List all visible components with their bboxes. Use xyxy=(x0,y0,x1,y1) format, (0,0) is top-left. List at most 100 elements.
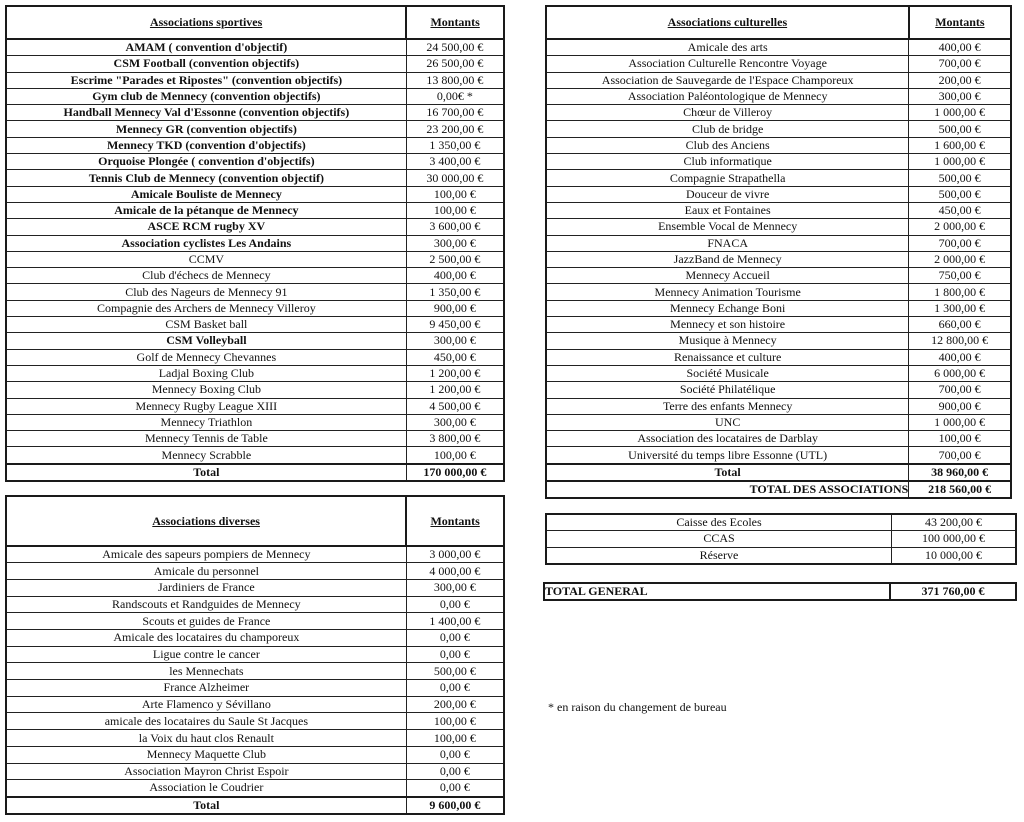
table-row: AMAM ( convention d'objectif) 24 500,00 € xyxy=(5,38,505,57)
name-cell: CCMV xyxy=(5,250,407,269)
amount-cell: 0,00 € xyxy=(405,779,505,798)
amount-cell: 700,00 € xyxy=(908,446,1012,465)
table-row: Club des Nageurs de Mennecy 91 1 350,00 € xyxy=(5,283,505,301)
table-row: Mennecy Triathlon 300,00 € xyxy=(5,413,505,432)
table-row: Ensemble Vocal de Mennecy 2 000,00 € xyxy=(545,218,1012,236)
amount-cell: 2 000,00 € xyxy=(908,250,1012,269)
name-cell: AMAM ( convention d'objectif) xyxy=(5,38,407,57)
table-total-general: TOTAL GENERAL 371 760,00 € xyxy=(543,581,1017,602)
table-row: JazzBand de Mennecy 2 000,00 € xyxy=(545,250,1012,269)
amount-cell: 200,00 € xyxy=(405,695,505,714)
table-row: Association Mayron Christ Espoir 0,00 € xyxy=(5,762,505,781)
amount-cell: 1 000,00 € xyxy=(908,104,1012,122)
amount-cell: 1 000,00 € xyxy=(908,413,1012,432)
amount-cell: 1 200,00 € xyxy=(405,381,505,399)
amount-cell: 1 200,00 € xyxy=(405,364,505,383)
amount-cell: 10 000,00 € xyxy=(891,546,1017,565)
amount-cell: 900,00 € xyxy=(405,299,505,318)
table-row: Amicale des arts 400,00 € xyxy=(545,38,1012,57)
name-cell: Randscouts et Randguides de Mennecy xyxy=(5,595,407,614)
name-cell: Compagnie des Archers de Mennecy Villero… xyxy=(5,299,407,318)
table-row: Gym club de Mennecy (convention objectif… xyxy=(5,87,505,106)
table-row: Caisse des Ecoles 43 200,00 € xyxy=(545,513,1017,532)
name-cell: Jardiniers de France xyxy=(5,578,407,597)
name-cell: Ladjal Boxing Club xyxy=(5,364,407,383)
amount-cell: 300,00 € xyxy=(908,87,1012,106)
table-row: Orquoise Plongée ( convention d'objectif… xyxy=(5,153,505,171)
name-cell: Mennecy et son histoire xyxy=(545,316,910,334)
name-cell: Compagnie Strapathella xyxy=(545,169,910,187)
name-cell: Gym club de Mennecy (convention objectif… xyxy=(5,87,407,106)
name-cell: Mennecy Animation Tourisme xyxy=(545,283,910,301)
table-row: Amicale des locataires du champoreux 0,00… xyxy=(5,629,505,647)
name-cell: Mennecy Accueil xyxy=(545,267,910,285)
amount-cell: 24 500,00 € xyxy=(405,38,505,57)
amount-cell: 300,00 € xyxy=(405,332,505,350)
table-row: Amicale du personnel 4 000,00 € xyxy=(5,562,505,580)
name-cell: Club des Nageurs de Mennecy 91 xyxy=(5,283,407,301)
name-cell: Renaissance et culture xyxy=(545,348,910,366)
name-cell: Ensemble Vocal de Mennecy xyxy=(545,218,910,236)
amount-cell: 38 960,00 € xyxy=(908,462,1012,482)
table-row: les Mennechats 500,00 € xyxy=(5,662,505,681)
amount-cell: 16 700,00 € xyxy=(405,104,505,122)
table-row: Jardiniers de France 300,00 € xyxy=(5,578,505,597)
name-cell: Amicale de la pétanque de Mennecy xyxy=(5,201,407,220)
name-cell: amicale des locataires du Saule St Jacqu… xyxy=(5,712,407,731)
table-row: Mennecy Boxing Club 1 200,00 € xyxy=(5,381,505,399)
amount-cell: 13 800,00 € xyxy=(405,71,505,89)
amount-cell: 2 500,00 € xyxy=(405,250,505,269)
amount-cell: 1 800,00 € xyxy=(908,283,1012,301)
table-row: Association le Coudrier 0,00 € xyxy=(5,779,505,798)
name-cell: Ligue contre le cancer xyxy=(5,645,407,664)
table-row: TOTAL DES ASSOCIATIONS 218 560,00 € xyxy=(545,479,1012,499)
table-row: Compagnie des Archers de Mennecy Villero… xyxy=(5,299,505,318)
footnote: * en raison du changement de bureau xyxy=(548,700,727,714)
amount-cell: 300,00 € xyxy=(405,578,505,597)
table-row: Club des Anciens 1 600,00 € xyxy=(545,136,1012,155)
table-row: Escrime "Parades et Ripostes" (conventio… xyxy=(5,71,505,89)
name-cell: CSM Football (convention objectifs) xyxy=(5,55,407,73)
amount-cell: 170 000,00 € xyxy=(405,462,505,482)
table-row: UNC 1 000,00 € xyxy=(545,413,1012,432)
name-cell: Eaux et Fontaines xyxy=(545,201,910,220)
name-cell: les Mennechats xyxy=(5,662,407,681)
table-row: Total 9 600,00 € xyxy=(5,795,505,815)
header-amount: Montants xyxy=(907,5,1013,40)
table-row: CSM Volleyball 300,00 € xyxy=(5,332,505,350)
table-row: Amicale des sapeurs pompiers de Mennecy 3… xyxy=(5,545,505,564)
name-cell: Mennecy GR (convention objectifs) xyxy=(5,120,407,138)
amount-cell: 400,00 € xyxy=(908,38,1012,57)
amount-cell: 300,00 € xyxy=(405,413,505,432)
table-row: Douceur de vivre 500,00 € xyxy=(545,185,1012,203)
header-name: Associations culturelles xyxy=(545,5,910,40)
table-row: Mennecy Tennis de Table 3 800,00 € xyxy=(5,430,505,448)
table-row: France Alzheimer 0,00 € xyxy=(5,679,505,697)
table-row: CSM Football (convention objectifs) 26 50… xyxy=(5,55,505,73)
name-cell: Université du temps libre Essonne (UTL) xyxy=(545,446,910,465)
name-cell: Amicale Bouliste de Mennecy xyxy=(5,185,407,203)
table-row: Association Paléontologique de Mennecy 30… xyxy=(545,87,1012,106)
table-row: Mennecy Accueil 750,00 € xyxy=(545,267,1012,285)
table-row: Société Musicale 6 000,00 € xyxy=(545,364,1012,383)
amount-cell: 100,00 € xyxy=(405,729,505,747)
name-cell: JazzBand de Mennecy xyxy=(545,250,910,269)
table-row: Réserve 10 000,00 € xyxy=(545,546,1017,565)
amount-cell: 9 450,00 € xyxy=(405,316,505,334)
name-cell: Total xyxy=(5,795,407,815)
name-cell: Association Mayron Christ Espoir xyxy=(5,762,407,781)
amount-cell: 660,00 € xyxy=(908,316,1012,334)
table-row: Handball Mennecy Val d'Essonne (conventi… xyxy=(5,104,505,122)
table-row: CSM Basket ball 9 450,00 € xyxy=(5,316,505,334)
name-cell: Mennecy Maquette Club xyxy=(5,745,407,764)
header-amount: Montants xyxy=(405,5,505,40)
amount-cell: 9 600,00 € xyxy=(405,795,505,815)
name-cell: Mennecy Triathlon xyxy=(5,413,407,432)
amount-cell: 100,00 € xyxy=(405,185,505,203)
table-row: Mennecy Echange Boni 1 300,00 € xyxy=(545,299,1012,318)
name-cell: TOTAL DES ASSOCIATIONS xyxy=(545,479,910,499)
table-row: Association cyclistes Les Andains 300,00 … xyxy=(5,234,505,252)
table-row: Randscouts et Randguides de Mennecy 0,00 … xyxy=(5,595,505,614)
table-row: Mennecy Scrabble 100,00 € xyxy=(5,446,505,465)
name-cell: Société Philatélique xyxy=(545,381,910,399)
